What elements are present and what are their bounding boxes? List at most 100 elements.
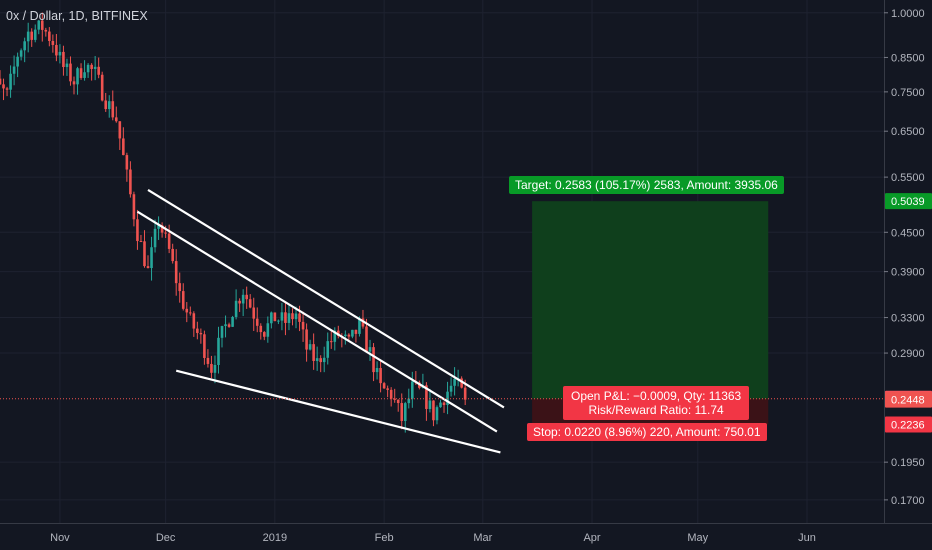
candle-body[interactable] [396, 399, 400, 404]
candle-body[interactable] [291, 313, 294, 320]
candle-body[interactable] [329, 341, 333, 343]
candle-body[interactable] [389, 389, 393, 399]
candle-body[interactable] [259, 325, 263, 333]
candle-body[interactable] [136, 219, 139, 242]
candle-body[interactable] [287, 313, 291, 323]
candle-body[interactable] [312, 344, 315, 361]
candle-body[interactable] [100, 74, 104, 101]
candle-body[interactable] [90, 64, 93, 69]
candle-body[interactable] [196, 328, 199, 333]
candle-body[interactable] [111, 101, 115, 118]
candle-body[interactable] [171, 248, 174, 262]
candle-body[interactable] [203, 334, 206, 358]
candle-body[interactable] [167, 233, 171, 249]
candle-body[interactable] [12, 66, 16, 74]
candle-body[interactable] [425, 385, 428, 409]
candle-body[interactable] [192, 313, 196, 329]
candle-body[interactable] [382, 383, 386, 389]
candle-body[interactable] [44, 29, 48, 32]
candle-body[interactable] [213, 364, 217, 373]
candle-body[interactable] [86, 64, 90, 73]
candle-body[interactable] [107, 101, 111, 110]
candle-body[interactable] [160, 225, 164, 233]
pnl-label[interactable]: Open P&L: −0.0009, Qty: 11363 Risk/Rewar… [563, 386, 750, 420]
candle-body[interactable] [375, 368, 379, 373]
candle-body[interactable] [181, 291, 185, 309]
candle-body[interactable] [365, 326, 368, 352]
candle-body[interactable] [153, 228, 157, 248]
candle-body[interactable] [30, 31, 34, 40]
upper-trendline[interactable] [147, 188, 505, 409]
candle-body[interactable] [174, 261, 178, 284]
candle-body[interactable] [393, 398, 396, 400]
candle-body[interactable] [62, 51, 65, 68]
candle-body[interactable] [234, 300, 238, 317]
candle-body[interactable] [97, 66, 100, 75]
candle-body[interactable] [284, 312, 287, 323]
candle-body[interactable] [358, 318, 361, 334]
candle-body[interactable] [76, 68, 79, 85]
candle-body[interactable] [125, 155, 129, 170]
candle-body[interactable] [185, 308, 189, 313]
candle-body[interactable] [16, 56, 19, 67]
time-axis[interactable]: Nov Dec 2019 Feb Mar Apr May Jun [0, 523, 932, 550]
candle-body[interactable] [139, 241, 143, 243]
candle-body[interactable] [463, 387, 467, 400]
candle-body[interactable] [379, 368, 382, 384]
candle-body[interactable] [301, 321, 305, 330]
candle-body[interactable] [79, 68, 83, 78]
candle-body[interactable] [224, 324, 227, 327]
candle-body[interactable] [150, 247, 153, 269]
candle-body[interactable] [411, 381, 414, 399]
candle-body[interactable] [48, 31, 51, 41]
candle-body[interactable] [400, 403, 404, 421]
candle-body[interactable] [428, 400, 432, 409]
candle-body[interactable] [55, 44, 58, 56]
candle-body[interactable] [129, 169, 132, 195]
candle-body[interactable] [114, 117, 118, 122]
candle-body[interactable] [453, 378, 456, 386]
candle-body[interactable] [319, 358, 322, 363]
lower-support-trendline[interactable] [175, 369, 501, 454]
candle-body[interactable] [231, 316, 234, 327]
candle-body[interactable] [23, 41, 26, 51]
candle-body[interactable] [217, 337, 220, 365]
candle-body[interactable] [206, 357, 210, 364]
candle-body[interactable] [368, 347, 372, 352]
candle-body[interactable] [263, 332, 266, 337]
candle-body[interactable] [432, 400, 435, 421]
candle-body[interactable] [439, 402, 442, 408]
candle-body[interactable] [122, 138, 125, 156]
candle-body[interactable] [37, 20, 41, 30]
candle-body[interactable] [354, 329, 358, 334]
price-axis[interactable]: 1.0000 0.8500 0.7500 0.6500 0.5500 0.4500 0.39… [884, 0, 932, 550]
candle-body[interactable] [277, 320, 280, 322]
candle-body[interactable] [347, 334, 351, 337]
candle-body[interactable] [238, 300, 241, 304]
candle-body[interactable] [227, 324, 231, 327]
candle-body[interactable] [315, 358, 319, 361]
candle-body[interactable] [69, 63, 72, 82]
candle-body[interactable] [344, 334, 347, 337]
candle-body[interactable] [266, 323, 270, 337]
candle-body[interactable] [241, 294, 245, 304]
candle-body[interactable] [5, 88, 9, 90]
candle-body[interactable] [2, 84, 5, 89]
candle-body[interactable] [178, 283, 182, 292]
candle-body[interactable] [333, 330, 337, 342]
candle-body[interactable] [270, 312, 273, 324]
candle-body[interactable] [33, 29, 37, 40]
candle-body[interactable] [245, 294, 248, 300]
candle-body[interactable] [26, 31, 30, 42]
candle-body[interactable] [132, 194, 136, 220]
candle-body[interactable] [280, 312, 284, 321]
candle-body[interactable] [118, 121, 122, 139]
candle-body[interactable] [199, 332, 203, 335]
candle-body[interactable] [372, 347, 375, 373]
candle-body[interactable] [146, 266, 150, 269]
candle-body[interactable] [210, 363, 213, 373]
candle-body[interactable] [442, 402, 446, 405]
candle-body[interactable] [40, 20, 44, 30]
candle-body[interactable] [9, 73, 12, 90]
